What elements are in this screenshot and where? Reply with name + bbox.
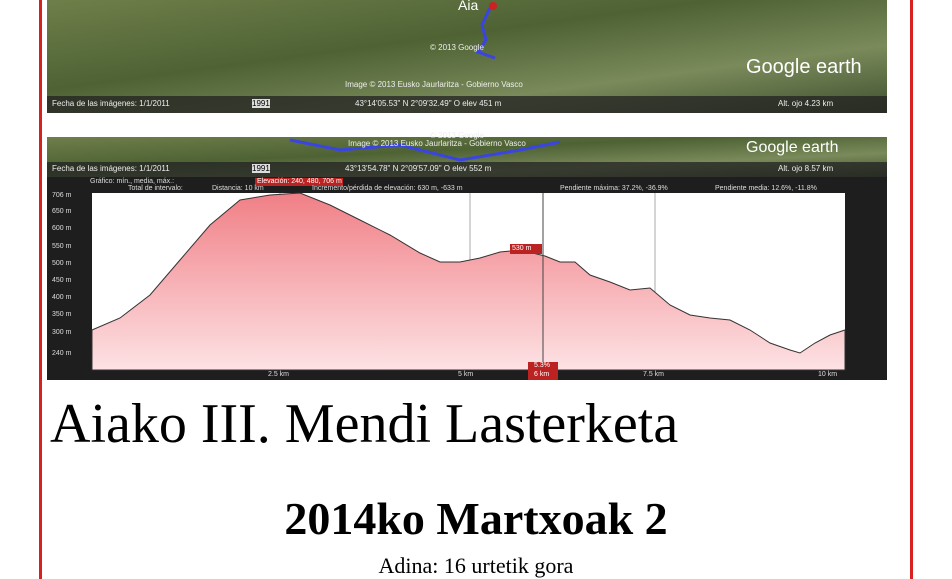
race-date: 2014ko Martxoak 2: [284, 493, 668, 544]
border-left: [39, 0, 42, 579]
brand: Google earth: [746, 139, 839, 156]
imagery: Image © 2013 Eusko Jaurlaritza - Gobiern…: [345, 80, 523, 89]
x-tick-label: 5 km: [458, 371, 474, 378]
year: 1991: [252, 99, 270, 108]
graph-info: Gráfico: mín., media, máx.:: [90, 178, 175, 185]
date: Fecha de las imágenes: 1/1/2011: [52, 99, 170, 108]
y-tick-label: 450 m: [52, 277, 72, 284]
cursor-distance: 6 km: [534, 371, 550, 378]
copyright: © 2013 Google: [430, 131, 484, 140]
x-tick-label: 10 km: [818, 371, 838, 378]
y-tick-label: 600 m: [52, 225, 72, 232]
y-tick-label: 350 m: [52, 311, 72, 318]
y-tick-label: 550 m: [52, 243, 72, 250]
y-tick-label: 400 m: [52, 294, 72, 301]
cursor-elevation: 530 m: [512, 245, 532, 252]
eye-alt: Alt. ojo 4.23 km: [778, 99, 834, 108]
y-tick-label: 650 m: [52, 208, 72, 215]
date: Fecha de las imágenes: 1/1/2011: [52, 164, 170, 173]
x-tick-label: 7.5 km: [643, 371, 665, 378]
coords: 43°14'05.53" N 2°09'32.49" O elev 451 m: [355, 99, 502, 108]
imagery: Image © 2013 Eusko Jaurlaritza - Gobiern…: [348, 139, 526, 148]
title: Aiako III. Mendi Lasterketa: [50, 393, 679, 455]
year: 1991: [252, 164, 270, 173]
distance: Distancia: 10 km: [212, 185, 264, 192]
y-tick-label: 300 m: [52, 329, 72, 336]
gain: Incremento/pérdida de elevación: 630 m, …: [312, 185, 463, 192]
y-tick-label: 500 m: [52, 260, 72, 267]
age: Adina: 16 urtetik gora: [378, 553, 574, 578]
place-label: Aia: [458, 0, 479, 13]
copyright: © 2013 Google: [430, 43, 484, 52]
brand: Google earth: [746, 56, 862, 78]
y-tick-label: 706 m: [52, 192, 72, 199]
cursor-slope: 5.3%: [534, 362, 550, 369]
y-tick-label: 240 m: [52, 350, 72, 357]
max-slope: Pendiente máxima: 37.2%, -36.9%: [560, 185, 668, 192]
border-right: [910, 0, 913, 579]
eye-alt: Alt. ojo 8.57 km: [778, 164, 834, 173]
x-tick-label: 2.5 km: [268, 371, 290, 378]
coords: 43°13'54.78" N 2°09'57.09" O elev 552 m: [345, 164, 492, 173]
mean-slope: Pendiente media: 12.6%, -11.8%: [715, 185, 817, 192]
elevation: Elevación: 240, 480, 706 m: [257, 178, 342, 185]
total: Total de intervalo:: [128, 185, 183, 192]
